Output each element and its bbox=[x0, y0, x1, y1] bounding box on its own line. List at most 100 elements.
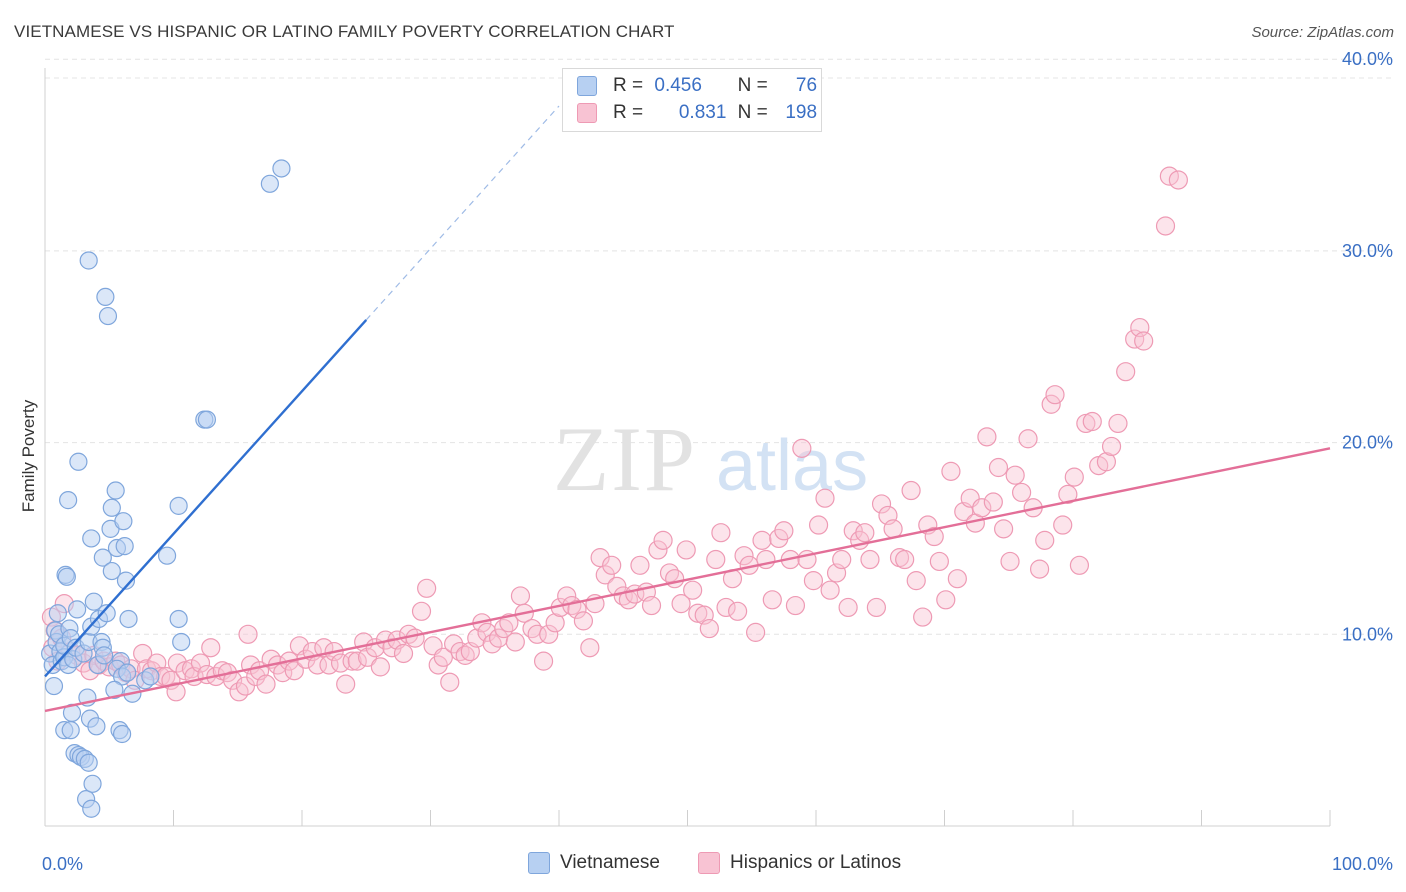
data-point-hispanic bbox=[539, 624, 559, 644]
data-point-hispanic bbox=[947, 569, 967, 589]
data-point-hispanic bbox=[1134, 331, 1154, 351]
data-point-vietnamese bbox=[87, 717, 106, 736]
y-tick-labels: 10.0% 20.0% 30.0% 40.0% bbox=[1342, 49, 1393, 644]
legend-r-label: R = bbox=[613, 75, 644, 96]
bottom-legend-label: Vietnamese bbox=[560, 852, 660, 874]
data-point-hispanic bbox=[1082, 411, 1102, 432]
bottom-swatch-pink bbox=[698, 852, 720, 874]
data-point-vietnamese bbox=[112, 724, 132, 744]
data-point-hispanic bbox=[440, 672, 460, 692]
data-point-vietnamese bbox=[95, 646, 114, 665]
vietnamese-points bbox=[41, 159, 291, 818]
data-point-hispanic bbox=[746, 622, 766, 642]
trend-line-hispanic bbox=[44, 447, 1331, 713]
data-point-vietnamese bbox=[84, 592, 103, 611]
bottom-legend-label: Hispanics or Latinos bbox=[730, 852, 902, 874]
data-point-vietnamese bbox=[97, 604, 116, 623]
data-point-hispanic bbox=[785, 595, 806, 616]
data-point-hispanic bbox=[411, 601, 432, 621]
y-tick-label: 10.0% bbox=[1342, 624, 1393, 644]
legend-n-label: N = bbox=[737, 102, 768, 123]
data-point-hispanic bbox=[494, 618, 514, 639]
data-point-hispanic bbox=[815, 488, 835, 508]
data-point-hispanic bbox=[450, 641, 470, 662]
data-point-vietnamese bbox=[79, 753, 98, 772]
data-point-hispanic bbox=[1096, 452, 1117, 472]
data-point-vietnamese bbox=[59, 491, 78, 510]
x-tick-label-min: 0.0% bbox=[42, 854, 83, 874]
data-point-hispanic bbox=[972, 498, 992, 518]
data-point-hispanic bbox=[994, 519, 1014, 539]
data-point-hispanic bbox=[913, 607, 933, 627]
legend-row-hispanic: R = 0.831 N = 198 bbox=[577, 102, 817, 126]
trend-lines bbox=[44, 105, 1331, 713]
y-axis-title: Family Poverty bbox=[19, 399, 38, 512]
data-point-vietnamese bbox=[44, 676, 64, 696]
data-point-hispanic bbox=[1011, 482, 1032, 503]
data-point-hispanic bbox=[527, 624, 547, 644]
data-point-hispanic bbox=[803, 571, 824, 591]
source-label: Source: ZipAtlas.com bbox=[1251, 24, 1394, 41]
data-point-hispanic bbox=[653, 530, 673, 550]
data-point-hispanic bbox=[906, 571, 926, 591]
data-point-hispanic bbox=[838, 597, 858, 618]
data-point-hispanic bbox=[808, 515, 829, 535]
data-point-hispanic bbox=[1108, 413, 1128, 434]
data-point-hispanic bbox=[370, 657, 390, 677]
data-point-hispanic bbox=[1041, 394, 1061, 414]
data-point-hispanic bbox=[929, 551, 949, 572]
trend-line-vietnamese bbox=[44, 319, 368, 678]
data-point-vietnamese bbox=[116, 571, 136, 590]
data-point-vietnamese bbox=[82, 529, 101, 548]
data-point-hispanic bbox=[357, 647, 378, 667]
data-point-hispanic bbox=[1116, 362, 1136, 382]
data-point-hispanic bbox=[676, 540, 696, 560]
data-point-vietnamese bbox=[102, 498, 121, 517]
data-point-hispanic bbox=[988, 457, 1009, 478]
data-point-vietnamese bbox=[197, 410, 217, 429]
grid-lines bbox=[45, 58, 1392, 635]
data-point-hispanic bbox=[728, 601, 748, 621]
data-point-hispanic bbox=[832, 549, 852, 570]
data-point-vietnamese bbox=[79, 251, 98, 270]
data-point-hispanic bbox=[510, 586, 531, 606]
data-point-hispanic bbox=[580, 638, 600, 658]
data-point-hispanic bbox=[505, 632, 525, 652]
data-point-vietnamese bbox=[115, 537, 134, 556]
data-point-vietnamese bbox=[114, 512, 133, 531]
trend-line-vietnamese-extension bbox=[365, 105, 560, 321]
legend-swatch-blue bbox=[577, 75, 597, 96]
data-point-hispanic bbox=[871, 494, 892, 514]
data-point-hispanic bbox=[607, 576, 627, 596]
data-point-hispanic bbox=[1000, 551, 1020, 572]
watermark: ZIP atlas bbox=[553, 408, 868, 510]
data-point-vietnamese bbox=[157, 546, 177, 565]
data-point-hispanic bbox=[860, 549, 880, 570]
data-point-hispanic bbox=[752, 530, 772, 550]
data-point-hispanic bbox=[545, 613, 565, 633]
data-point-hispanic bbox=[1058, 484, 1078, 504]
legend-n-label: N = bbox=[737, 75, 768, 96]
data-point-vietnamese bbox=[105, 680, 124, 699]
data-point-hispanic bbox=[1029, 559, 1050, 579]
data-point-hispanic bbox=[393, 643, 414, 664]
data-point-vietnamese bbox=[141, 667, 160, 686]
data-point-hispanic bbox=[820, 580, 840, 600]
data-point-hispanic bbox=[417, 578, 437, 598]
data-point-hispanic bbox=[648, 540, 668, 560]
data-point-vietnamese bbox=[61, 721, 80, 740]
data-point-hispanic bbox=[1069, 555, 1090, 575]
legend-r-label: R = bbox=[613, 102, 644, 123]
data-point-hispanic bbox=[444, 634, 464, 654]
data-point-hispanic bbox=[567, 599, 587, 619]
data-point-hispanic bbox=[1045, 385, 1065, 405]
data-point-vietnamese bbox=[83, 774, 102, 793]
x-ticks bbox=[173, 810, 1331, 826]
chart-title: VIETNAMESE VS HISPANIC OR LATINO FAMILY … bbox=[14, 22, 675, 41]
y-tick-label: 30.0% bbox=[1342, 241, 1393, 261]
data-point-hispanic bbox=[895, 549, 915, 570]
data-point-hispanic bbox=[190, 653, 211, 673]
data-point-hispanic bbox=[977, 427, 997, 447]
y-tick-label: 20.0% bbox=[1342, 433, 1393, 453]
data-point-hispanic bbox=[256, 674, 276, 694]
